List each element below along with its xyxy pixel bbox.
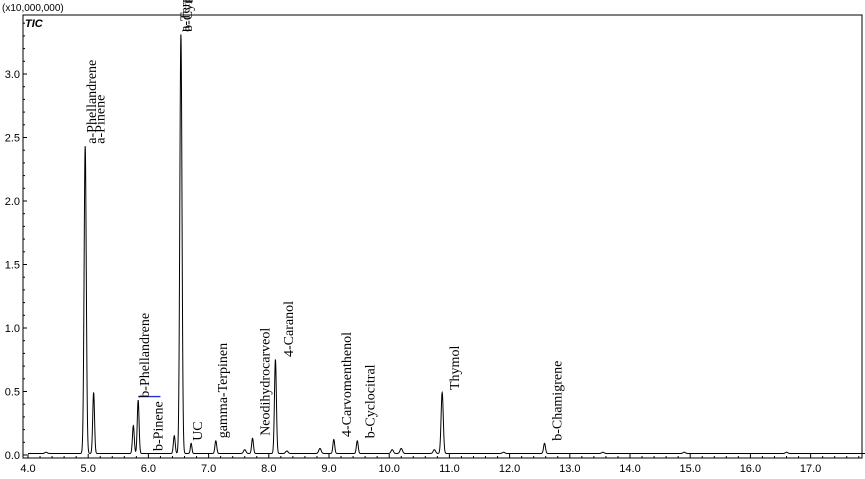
y-tick-label: 1.0 — [5, 323, 20, 335]
peak-label: Thymol — [448, 346, 463, 390]
x-tick-label: 10.0 — [378, 463, 399, 475]
peak-label: Neodihydrocarveol — [259, 328, 274, 436]
x-tick-label: 5.0 — [81, 463, 96, 475]
x-tick-label: 12.0 — [499, 463, 520, 475]
peak-label: b-Phellandrene — [138, 313, 153, 398]
x-tick-label: 11.0 — [439, 463, 460, 475]
y-tick-label: 2.5 — [5, 133, 20, 145]
peak-label: b-Pinene — [151, 401, 166, 451]
x-tick-label: 9.0 — [321, 463, 336, 475]
x-tick-label: 13.0 — [559, 463, 580, 475]
y-tick-label: 0.0 — [5, 450, 20, 462]
peak-label: UC — [191, 421, 206, 440]
y-multiplier-label: (x10,000,000) — [2, 3, 64, 14]
y-tick-label: 2.0 — [5, 196, 20, 208]
chart-title: TIC — [25, 18, 44, 30]
x-tick-label: 15.0 — [679, 463, 700, 475]
peak-label: b-Chamigrene — [551, 361, 566, 441]
peak-label: a-Terpinen — [179, 0, 194, 32]
peak-label: b-Cyclocitral — [363, 364, 378, 438]
peak-label: b-Cymene — [181, 0, 196, 32]
peak-label: a-Phellandrene — [85, 60, 100, 144]
plot-frame — [22, 14, 863, 459]
peak-label: a-Pinene — [94, 95, 109, 144]
peak-label: 4-Carvomenthenol — [340, 332, 355, 437]
x-tick-label: 7.0 — [201, 463, 216, 475]
x-tick-label: 6.0 — [141, 463, 156, 475]
x-tick-label: 8.0 — [261, 463, 276, 475]
y-tick-label: 1.5 — [5, 260, 20, 272]
y-tick-label: 3.0 — [5, 69, 20, 81]
x-tick-label: 17.0 — [800, 463, 821, 475]
x-tick-label: 4.0 — [20, 463, 35, 475]
peak-label: gamma-Terpinen — [216, 343, 231, 438]
x-tick-label: 14.0 — [619, 463, 640, 475]
trace-layer — [28, 34, 865, 454]
tic-trace — [28, 34, 865, 454]
x-tick-label: 16.0 — [740, 463, 761, 475]
y-tick-label: 0.5 — [5, 387, 20, 399]
peak-label: 4-Caranol — [282, 301, 297, 357]
axis-ticks: 4.0 5.0 6.0 7.0 8.0 9.0 10.0 11.0 12.0 13.0 14.0 15… — [5, 22, 860, 475]
